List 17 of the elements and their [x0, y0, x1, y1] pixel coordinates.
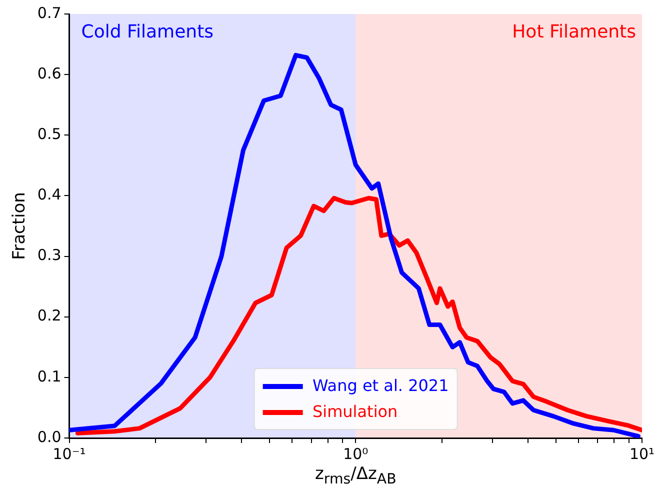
legend-label: Simulation	[312, 401, 398, 423]
y-tick-label: 0.0	[37, 428, 62, 446]
y-tick-label: 0.5	[37, 125, 62, 144]
x-tick-label: 10¹	[629, 444, 655, 463]
x-tick-label: 10⁻¹	[52, 444, 86, 463]
y-tick-label: 0.2	[37, 306, 62, 325]
y-tick-label: 0.7	[37, 4, 62, 22]
y-axis-title: Fraction	[10, 192, 30, 260]
x-tick-label: 10⁰	[343, 444, 368, 463]
y-tick-label: 0.1	[37, 367, 62, 386]
y-tick-label: 0.3	[37, 246, 62, 264]
band-label: Cold Filaments	[81, 22, 214, 43]
legend-label: Wang et al. 2021	[312, 375, 449, 397]
y-tick-label: 0.6	[37, 64, 62, 82]
band-label: Hot Filaments	[512, 22, 636, 43]
y-tick-label: 0.4	[37, 186, 62, 204]
x-axis-title: z$_{rms}$/Δz$_{AB}$	[314, 464, 396, 488]
